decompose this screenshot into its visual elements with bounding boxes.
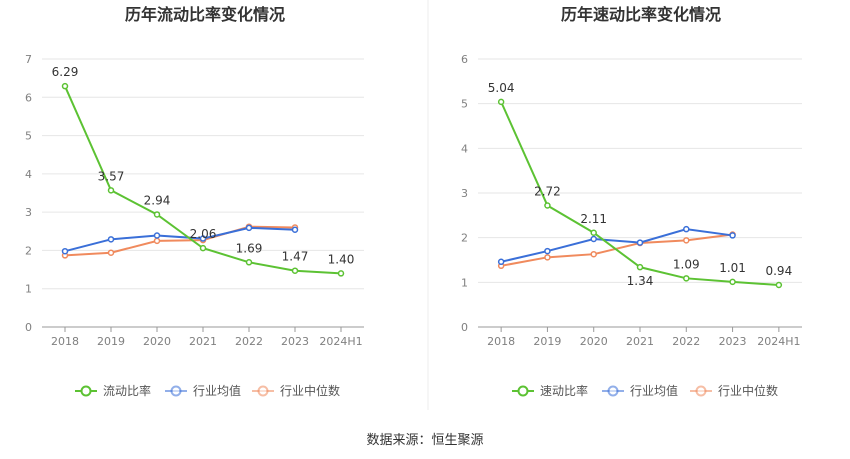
data-point (775, 281, 783, 289)
data-point (337, 270, 345, 277)
data-label: 1.69 (236, 241, 263, 255)
data-point (590, 229, 597, 237)
data-point (497, 258, 505, 266)
series-line (500, 233, 733, 267)
y-tick-label: 7 (25, 53, 32, 66)
y-tick-label: 6 (25, 91, 32, 104)
data-point (153, 232, 161, 239)
legend-marker (170, 385, 182, 397)
chart-title: 历年速动比率变化情况 (561, 5, 721, 24)
data-source-note: 数据来源：恒生聚源 (366, 433, 484, 448)
x-tick-label: 2019 (97, 335, 125, 348)
x-tick-label: 2021 (189, 335, 217, 348)
x-tick-label: 2019 (533, 335, 561, 348)
data-point (61, 247, 69, 255)
x-tick-label: 2018 (487, 335, 515, 348)
x-tick-label: 2018 (51, 335, 79, 348)
data-label: 0.94 (765, 264, 792, 278)
data-point (636, 239, 644, 246)
y-tick-label: 5 (25, 130, 32, 143)
y-tick-label: 5 (461, 98, 468, 111)
data-label: 1.34 (627, 274, 654, 288)
x-tick-label: 2024H1 (319, 335, 362, 348)
data-point (107, 236, 115, 243)
legend-marker (517, 385, 529, 397)
data-label: 2.94 (144, 193, 171, 207)
data-point (291, 267, 299, 274)
legend-label: 行业中位数 (718, 383, 778, 398)
y-tick-label: 6 (461, 53, 468, 66)
data-label: 3.57 (98, 169, 125, 183)
y-tick-label: 3 (25, 206, 32, 219)
y-tick-label: 4 (25, 168, 32, 181)
x-tick-label: 2021 (626, 335, 654, 348)
x-tick-label: 2023 (281, 335, 309, 348)
legend-label: 行业中位数 (280, 383, 340, 398)
current-ratio-chart: 历年流动比率变化情况 0 1 2 3 4 5 6 7 2018 2019 2020 2021 2022 20… (25, 5, 364, 398)
data-label: 1.09 (673, 257, 700, 271)
x-tick-label: 2020 (143, 335, 171, 348)
y-tick-label: 1 (25, 283, 32, 296)
data-point (590, 235, 597, 243)
x-tick-label: 2020 (580, 335, 608, 348)
x-tick-label: 2022 (672, 335, 700, 348)
series-line (64, 225, 296, 257)
data-label: 2.11 (580, 212, 607, 226)
data-label: 6.29 (52, 65, 79, 79)
legend-marker (607, 385, 619, 397)
y-tick-label: 1 (461, 276, 468, 289)
y-tick-label: 4 (461, 142, 468, 155)
legend-label: 速动比率 (540, 383, 588, 398)
data-label: 2.06 (190, 227, 217, 241)
legend-label: 流动比率 (103, 383, 151, 398)
data-point (544, 202, 551, 209)
x-tick-label: 2022 (235, 335, 263, 348)
legend-marker (257, 385, 269, 397)
y-tick-label: 2 (25, 244, 32, 257)
data-label: 2.72 (534, 185, 561, 199)
x-tick-label: 2024H1 (757, 335, 800, 348)
data-label: 1.40 (328, 252, 355, 266)
data-point (636, 263, 644, 271)
data-point (497, 98, 505, 106)
series-line (500, 228, 733, 263)
data-point (245, 259, 253, 266)
data-point (683, 237, 690, 244)
y-tick-label: 3 (461, 187, 468, 200)
data-point (590, 250, 597, 258)
data-label: 5.04 (488, 81, 515, 95)
data-point (153, 237, 161, 245)
data-label: 1.01 (719, 261, 746, 275)
data-point (683, 275, 690, 282)
data-point (107, 249, 115, 256)
data-point (544, 247, 551, 255)
legend-marker (695, 385, 707, 397)
data-point (291, 226, 299, 234)
legend-label: 行业均值 (193, 383, 241, 398)
data-point (153, 211, 161, 218)
data-point (245, 224, 253, 232)
x-tick-label: 2023 (719, 335, 747, 348)
legend-label: 行业均值 (630, 383, 678, 398)
data-label: 1.47 (282, 250, 309, 264)
y-tick-label: 2 (461, 232, 468, 245)
data-point (729, 278, 736, 286)
data-point (729, 232, 736, 239)
data-point (544, 254, 551, 261)
data-point (683, 225, 690, 233)
data-point (199, 235, 207, 242)
y-tick-label: 0 (25, 321, 32, 334)
legend-marker (80, 385, 92, 397)
chart-title: 历年流动比率变化情况 (125, 5, 285, 24)
y-tick-label: 0 (461, 321, 468, 334)
series-line (64, 226, 296, 253)
quick-ratio-chart: 历年速动比率变化情况 0 1 2 3 4 5 6 2018 2019 2020 2021 2022 202… (461, 5, 802, 398)
data-point (61, 82, 69, 90)
data-point (107, 187, 115, 194)
data-point (199, 244, 207, 252)
